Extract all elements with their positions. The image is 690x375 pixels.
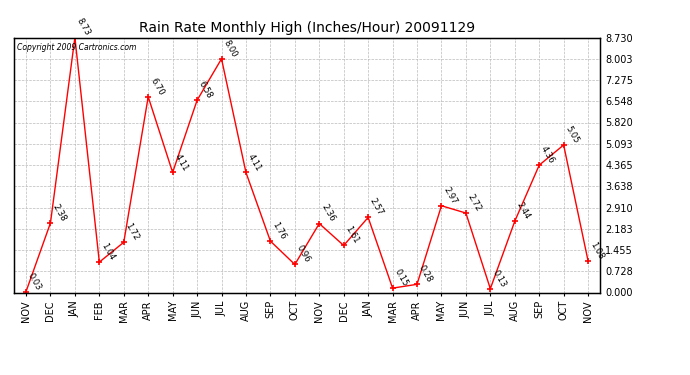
Text: 4.11: 4.11 [172, 152, 190, 172]
Title: Rain Rate Monthly High (Inches/Hour) 20091129: Rain Rate Monthly High (Inches/Hour) 200… [139, 21, 475, 35]
Text: 2.38: 2.38 [50, 202, 68, 223]
Text: 0.28: 0.28 [417, 264, 434, 284]
Text: 0.13: 0.13 [491, 268, 507, 289]
Text: 8.73: 8.73 [75, 17, 92, 38]
Text: 2.57: 2.57 [368, 197, 385, 217]
Text: 1.61: 1.61 [344, 225, 361, 246]
Text: 6.70: 6.70 [148, 76, 166, 97]
Text: 2.72: 2.72 [466, 192, 483, 213]
Text: 2.97: 2.97 [442, 185, 458, 206]
Text: 1.04: 1.04 [99, 242, 117, 262]
Text: Copyright 2009 Cartronics.com: Copyright 2009 Cartronics.com [17, 43, 136, 52]
Text: 1.76: 1.76 [270, 220, 288, 241]
Text: 6.58: 6.58 [197, 80, 214, 100]
Text: 1.08: 1.08 [588, 240, 605, 261]
Text: 0.96: 0.96 [295, 244, 312, 264]
Text: 4.11: 4.11 [246, 152, 263, 172]
Text: 0.15: 0.15 [393, 268, 410, 288]
Text: 0.03: 0.03 [26, 271, 43, 292]
Text: 1.72: 1.72 [124, 222, 141, 242]
Text: 5.05: 5.05 [564, 124, 580, 145]
Text: 2.36: 2.36 [319, 203, 337, 223]
Text: 2.44: 2.44 [515, 201, 532, 221]
Text: 8.00: 8.00 [221, 38, 239, 59]
Text: 4.36: 4.36 [539, 144, 556, 165]
